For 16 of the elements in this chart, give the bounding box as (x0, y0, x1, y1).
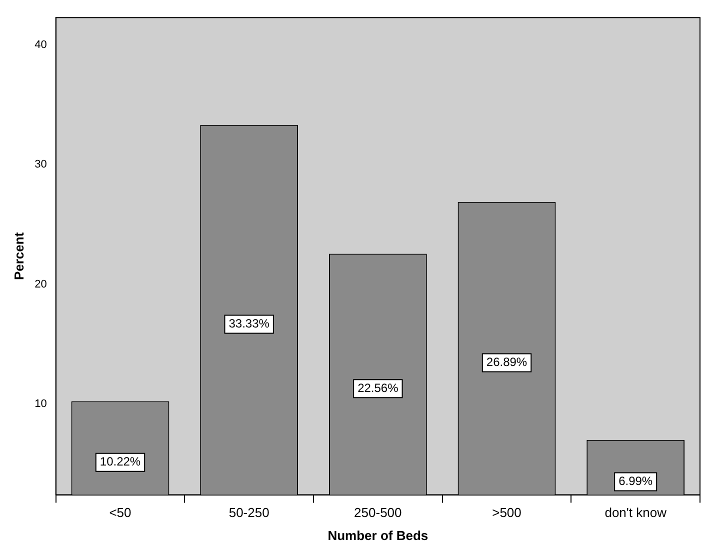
x-tick-label: 250-500 (354, 505, 402, 520)
y-axis-title: Percent (11, 232, 26, 280)
x-tick-label: 50-250 (228, 505, 270, 520)
data-label: 10.22% (100, 454, 141, 469)
x-tick-label: <50 (109, 505, 132, 520)
x-axis-title: Number of Beds (328, 528, 428, 543)
x-tick-label: >500 (492, 505, 522, 520)
data-label: 22.56% (358, 380, 399, 395)
y-tick-label: 30 (34, 158, 47, 171)
data-label: 6.99% (618, 474, 653, 488)
y-tick-label: 10 (34, 398, 47, 410)
data-label: 26.89% (486, 355, 528, 370)
y-tick-label: 40 (34, 39, 47, 52)
data-label: 33.33% (228, 316, 270, 331)
x-tick-label: don't know (604, 505, 668, 520)
y-tick-label: 20 (34, 278, 47, 290)
